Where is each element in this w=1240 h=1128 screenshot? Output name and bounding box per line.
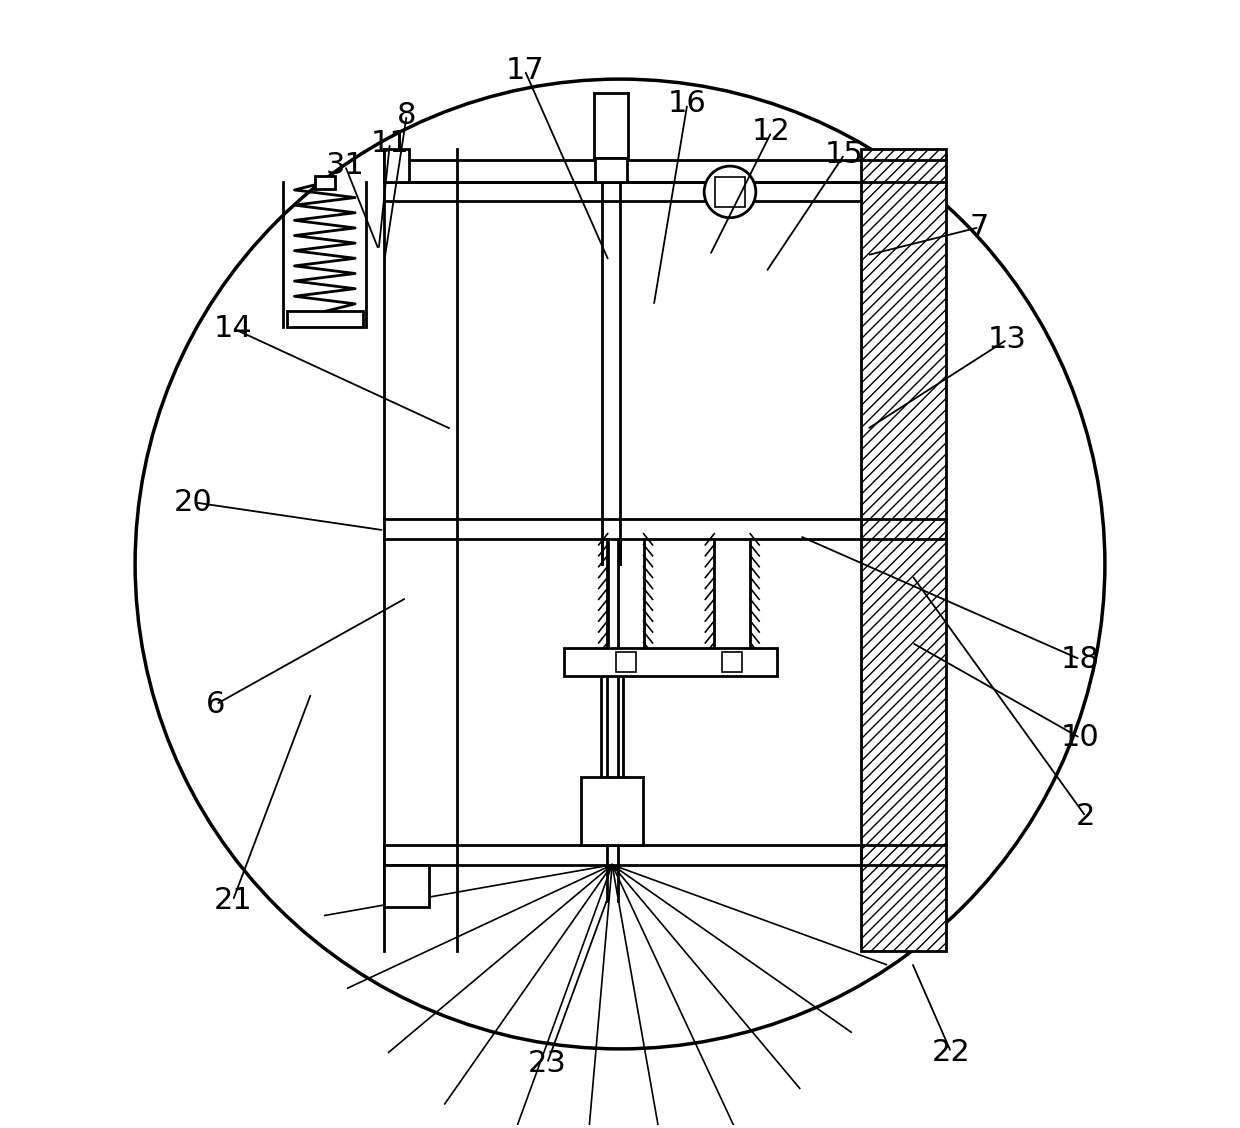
- Text: 21: 21: [213, 887, 252, 915]
- Text: 8: 8: [397, 100, 417, 130]
- Text: 6: 6: [206, 690, 226, 719]
- Bar: [564, 649, 777, 677]
- Text: 23: 23: [527, 1049, 567, 1078]
- Text: 31: 31: [326, 151, 365, 180]
- Text: 22: 22: [931, 1038, 971, 1067]
- Bar: [615, 652, 636, 672]
- Text: 12: 12: [753, 117, 791, 147]
- Bar: [722, 652, 743, 672]
- Bar: [862, 149, 946, 951]
- Text: 11: 11: [371, 129, 409, 158]
- Text: 20: 20: [174, 487, 213, 517]
- Text: 16: 16: [668, 89, 707, 118]
- Text: 2: 2: [1076, 802, 1095, 831]
- Circle shape: [704, 166, 756, 218]
- Bar: [715, 177, 744, 206]
- Text: 17: 17: [505, 55, 544, 85]
- Text: 14: 14: [213, 314, 252, 343]
- Text: 18: 18: [1060, 645, 1100, 673]
- Bar: [315, 176, 335, 190]
- Text: 15: 15: [825, 140, 864, 169]
- Bar: [582, 777, 644, 845]
- Text: 10: 10: [1061, 723, 1100, 752]
- Bar: [384, 149, 409, 183]
- Bar: [384, 865, 429, 907]
- Bar: [595, 158, 626, 183]
- Text: 13: 13: [988, 325, 1027, 354]
- Text: 7: 7: [970, 213, 988, 241]
- Bar: [286, 311, 363, 327]
